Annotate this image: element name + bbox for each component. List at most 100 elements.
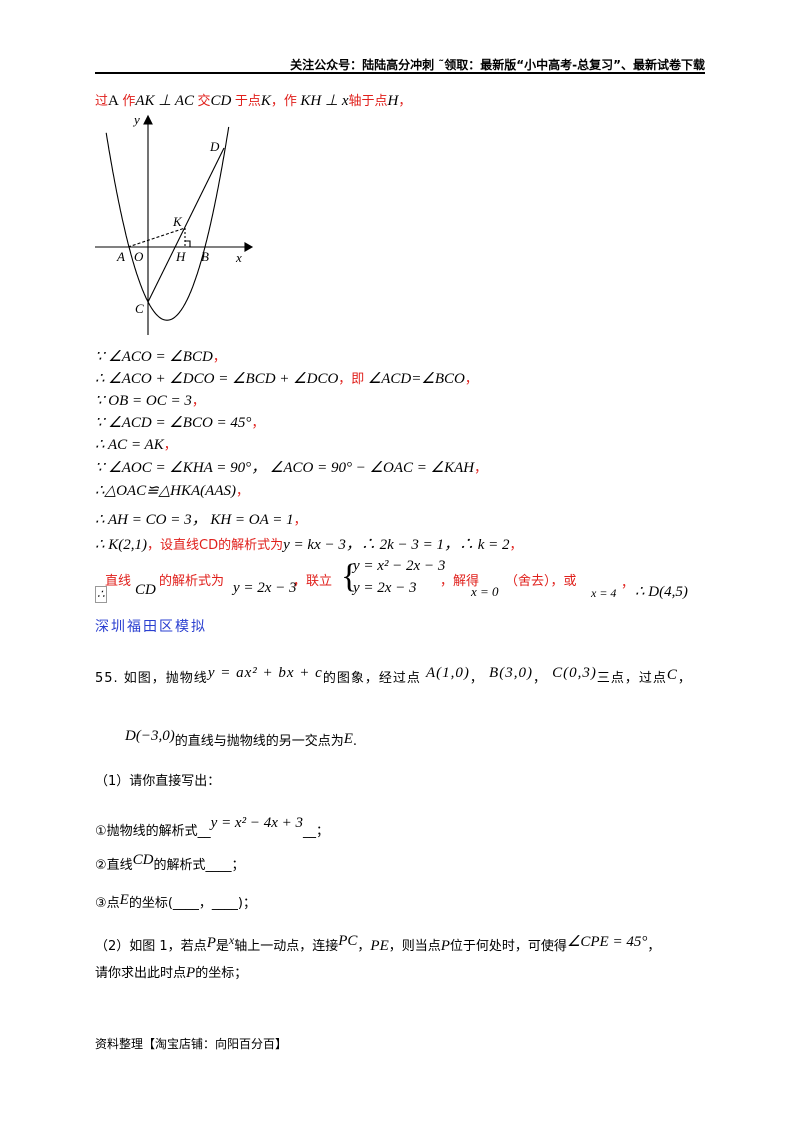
m: C(0,3) xyxy=(552,665,597,681)
t: ，联立 xyxy=(293,574,333,589)
t: 请你求出此时点 xyxy=(95,966,187,981)
t: ，即 xyxy=(338,372,365,387)
t: ， xyxy=(474,461,488,476)
t: ， xyxy=(677,671,692,686)
m: D(−3,0) xyxy=(125,728,175,744)
step-4: ∵ ∠ACD = ∠BCO = 45°， xyxy=(95,412,264,432)
t: 轴上一动点，连接 xyxy=(234,939,339,954)
t: 三点，过点 xyxy=(596,671,667,686)
line-ak xyxy=(127,227,186,248)
right-angle-mark xyxy=(185,240,191,247)
t: 55. 如图，抛物线 xyxy=(95,671,208,686)
t: ，则当点 xyxy=(388,939,441,954)
t: ， xyxy=(251,416,265,431)
m: ∠CPE = 45° xyxy=(566,934,648,950)
t: 的图象，经过点 xyxy=(322,671,421,686)
t: ，解得 xyxy=(440,574,480,589)
m: ∵ OB = OC = 3 xyxy=(95,393,192,409)
step-1: ∵ ∠ACO = ∠BCD， xyxy=(95,346,226,366)
therefore-box: ∴ xyxy=(95,586,107,603)
m: ∴ D(4,5) xyxy=(635,584,688,600)
m: CD xyxy=(135,582,156,598)
m: C xyxy=(666,667,678,683)
label-b: B xyxy=(201,249,209,264)
m: ∵ ∠ACO = ∠BCD xyxy=(95,349,213,365)
m: H xyxy=(387,93,399,109)
m: ∴ K(2,1) xyxy=(95,537,148,553)
t: 直线 xyxy=(105,574,132,589)
t: ， xyxy=(621,576,635,591)
t: ， xyxy=(647,939,661,954)
step-5: ∴ AC = AK， xyxy=(95,434,177,454)
t: 轴于点 xyxy=(348,94,388,109)
m: CD xyxy=(132,852,154,868)
step-3: ∵ OB = OC = 3， xyxy=(95,390,205,410)
m: x xyxy=(228,933,235,947)
problem-line-1: 55. 如图，抛物线y = ax² + bx + c的图象，经过点 A(1,0)… xyxy=(95,665,692,686)
step-7: ∴△OAC≌△HKA(AAS)， xyxy=(95,480,249,500)
m: P xyxy=(186,965,196,981)
step-2: ∴ ∠ACO + ∠DCO = ∠BCD + ∠DCO，即 ∠ACD=∠BCO， xyxy=(95,368,478,388)
m: E xyxy=(119,892,129,908)
m: ∴ AH = CO = 3， KH = OA = 1 xyxy=(95,512,294,528)
m: A(1,0) xyxy=(425,665,470,681)
m: P xyxy=(440,938,450,954)
m: x = 4 xyxy=(591,586,617,600)
m: A xyxy=(108,93,119,109)
m: y = x² − 2x − 3 xyxy=(353,558,446,574)
m: y = ax² + bx + c xyxy=(207,665,323,681)
t: ③点 xyxy=(95,896,120,911)
label-k: K xyxy=(172,214,183,229)
line-cd xyxy=(147,147,225,303)
brace: { xyxy=(341,558,358,595)
t: ， xyxy=(469,671,484,686)
t: 于点 xyxy=(234,94,261,109)
step-9: ∴ K(2,1)，设直线CD的解析式为y = kx − 3，∴ 2k − 3 =… xyxy=(95,533,523,554)
parabola-figure: y x D K A O H B C xyxy=(95,112,254,335)
question-3: ③点E的坐标(____，____)； xyxy=(95,892,256,911)
page-footer: 资料整理【淘宝店铺：向阳百分百】 xyxy=(95,1037,288,1051)
problem-line-2: D(−3,0)的直线与抛物线的另一交点为E. xyxy=(125,728,357,749)
m: PC xyxy=(338,933,358,949)
t: ， xyxy=(509,538,523,553)
m: KH ⊥ x xyxy=(300,93,349,109)
t: ， xyxy=(163,438,177,453)
m: y = kx − 3，∴ 2k − 3 = 1，∴ k = 2 xyxy=(283,537,510,553)
t: 的直线与抛物线的另一交点为 xyxy=(174,734,344,749)
part-2-line-2: 请你求出此时点P的坐标； xyxy=(95,962,247,982)
t: ， xyxy=(236,484,250,499)
m: ∵ ∠AOC = ∠KHA = 90°， ∠ACO = 90° − ∠OAC =… xyxy=(95,460,475,476)
label-o: O xyxy=(134,249,144,264)
answer-1: y = x² − 4x + 3 xyxy=(210,815,303,831)
t: （舍去），或 xyxy=(505,574,577,589)
m: E xyxy=(343,731,353,747)
label-c: C xyxy=(135,301,144,316)
m: ∴△OAC≌△HKA(AAS) xyxy=(95,483,236,499)
question-1: ①抛物线的解析式__y = x² − 4x + 3__； xyxy=(95,815,329,839)
question-2: ②直线CD的解析式____； xyxy=(95,852,245,873)
t: ， xyxy=(191,394,205,409)
t: ， xyxy=(398,94,412,109)
t: 位于何处时，可使得 xyxy=(449,939,567,954)
part-2-line-1: （2）如图 1，若点P是x轴上一动点，连接PC，PE，则当点P位于何处时，可使得… xyxy=(95,932,660,955)
m: AK ⊥ AC xyxy=(135,93,195,109)
t: 的坐标； xyxy=(195,966,248,981)
t: ， xyxy=(293,513,307,528)
step-8: ∴ AH = CO = 3， KH = OA = 1， xyxy=(95,508,307,529)
m: ∵ ∠ACD = ∠BCO = 45° xyxy=(95,415,252,431)
label-h: H xyxy=(175,249,186,264)
label-y: y xyxy=(132,112,140,127)
m: ∴ AC = AK xyxy=(95,437,164,453)
t: ， xyxy=(212,350,226,365)
section-title: 深圳福田区模拟 xyxy=(95,619,207,635)
part-1: （1）请你直接写出： xyxy=(95,774,221,789)
t: 过 xyxy=(95,94,109,109)
parabola-curve xyxy=(105,126,230,321)
t: . xyxy=(352,734,358,749)
t: ，设直线CD的解析式为 xyxy=(147,538,284,553)
m: y = 2x − 3 xyxy=(353,580,417,596)
t: 的解析式____； xyxy=(153,858,245,873)
x-arrow-icon xyxy=(244,242,254,252)
m: K xyxy=(260,93,271,109)
t: ，作 xyxy=(270,94,297,109)
